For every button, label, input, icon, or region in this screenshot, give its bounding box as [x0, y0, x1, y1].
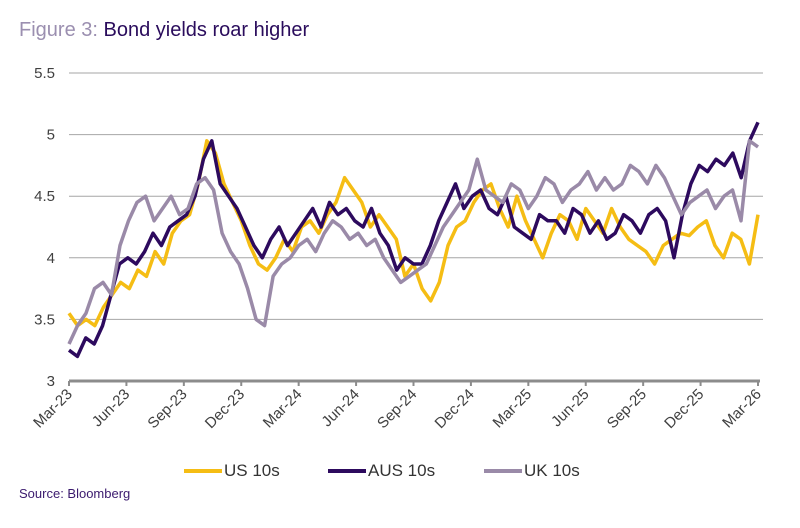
figure-heading: Bond yields roar higher — [103, 19, 310, 41]
x-tick-label: Mar-26 — [719, 386, 765, 432]
legend-item-us: US 10s — [184, 458, 280, 484]
series-line-uk — [67, 139, 760, 345]
legend-swatch-aus — [328, 469, 366, 473]
y-tick-label: 5.5 — [34, 65, 55, 82]
legend-label-aus: AUS 10s — [368, 461, 436, 480]
y-tick-label: 3 — [47, 373, 55, 390]
x-axis: Mar-23 Jun-23 Sep-23 Dec-23 Mar-24 Jun-24 Sep-… — [30, 379, 765, 432]
figure-number: Figure 3: — [19, 19, 98, 41]
y-tick-label: 5 — [47, 127, 55, 144]
x-tick-label: Jun-23 — [89, 386, 133, 430]
series-line-aus — [67, 121, 760, 359]
x-tick-label: Mar-25 — [490, 386, 536, 432]
legend-swatch-us — [184, 469, 222, 473]
x-tick-label: Mar-23 — [30, 386, 76, 432]
figure-title: Figure 3: Bond yields roar higher — [19, 18, 309, 42]
legend-label-us: US 10s — [224, 461, 280, 480]
series-lines — [67, 121, 760, 359]
x-tick-label: Dec-25 — [661, 386, 707, 432]
x-tick-label: Dec-24 — [432, 386, 478, 432]
x-tick-label: Jun-25 — [548, 386, 592, 430]
x-tick-label: Sep-24 — [374, 386, 420, 432]
x-tick-label: Sep-25 — [604, 386, 650, 432]
x-tick-label: Sep-23 — [144, 386, 190, 432]
y-axis-ticks: 3 3.5 4 4.5 5 5.5 — [34, 65, 55, 390]
legend-swatch-uk — [484, 469, 522, 473]
x-tick-label: Jun-24 — [318, 386, 362, 430]
x-tick-label: Mar-24 — [260, 386, 306, 432]
legend-item-aus: AUS 10s — [328, 458, 435, 484]
source-note: Source: Bloomberg — [19, 486, 131, 501]
y-tick-label: 4 — [47, 250, 55, 267]
y-tick-label: 3.5 — [34, 311, 55, 328]
gridlines — [69, 72, 763, 320]
x-tick-label: Dec-23 — [202, 386, 248, 432]
legend: US 10s AUS 10s UK 10s — [0, 458, 800, 484]
legend-label-uk: UK 10s — [524, 461, 580, 480]
y-tick-label: 4.5 — [34, 188, 55, 205]
legend-item-uk: UK 10s — [484, 458, 580, 484]
